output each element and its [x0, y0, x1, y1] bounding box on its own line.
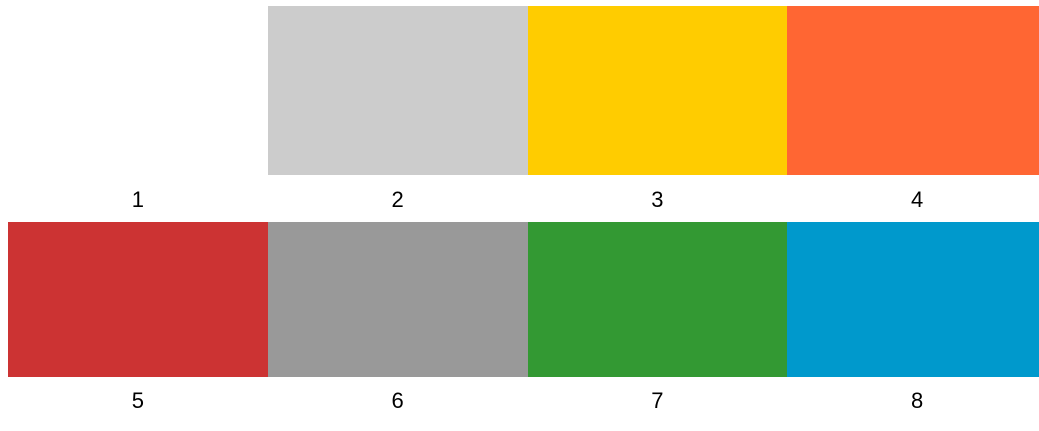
swatch-label-1: 1	[131, 187, 144, 212]
color-swatch-7	[527, 222, 788, 377]
swatch-row-2: 5 6 7 8	[8, 222, 1039, 431]
color-swatch-3	[527, 6, 788, 175]
color-swatch-6	[267, 222, 528, 377]
swatch-cell-4: 4	[787, 6, 1039, 222]
swatch-label-4: 4	[911, 187, 924, 212]
color-swatch-1	[8, 6, 268, 175]
swatch-cell-5: 5	[8, 222, 268, 431]
swatch-cell-6: 6	[267, 222, 528, 431]
color-swatch-grid: 1 2 3 4 5 6 7 8	[8, 6, 1039, 431]
swatch-label-3: 3	[651, 187, 664, 212]
swatch-label-5: 5	[131, 388, 144, 413]
color-swatch-4	[787, 6, 1039, 175]
color-swatch-2	[267, 6, 528, 175]
swatch-label-2: 2	[391, 187, 404, 212]
swatch-cell-2: 2	[267, 6, 528, 222]
swatch-label-8: 8	[911, 388, 924, 413]
color-swatch-8	[787, 222, 1039, 377]
swatch-row-1: 1 2 3 4	[8, 6, 1039, 222]
swatch-label-7: 7	[651, 388, 664, 413]
swatch-cell-3: 3	[527, 6, 788, 222]
swatch-cell-7: 7	[527, 222, 788, 431]
swatch-cell-1: 1	[8, 6, 268, 222]
swatch-cell-8: 8	[787, 222, 1039, 431]
color-swatch-5	[8, 222, 268, 377]
swatch-label-6: 6	[391, 388, 404, 413]
